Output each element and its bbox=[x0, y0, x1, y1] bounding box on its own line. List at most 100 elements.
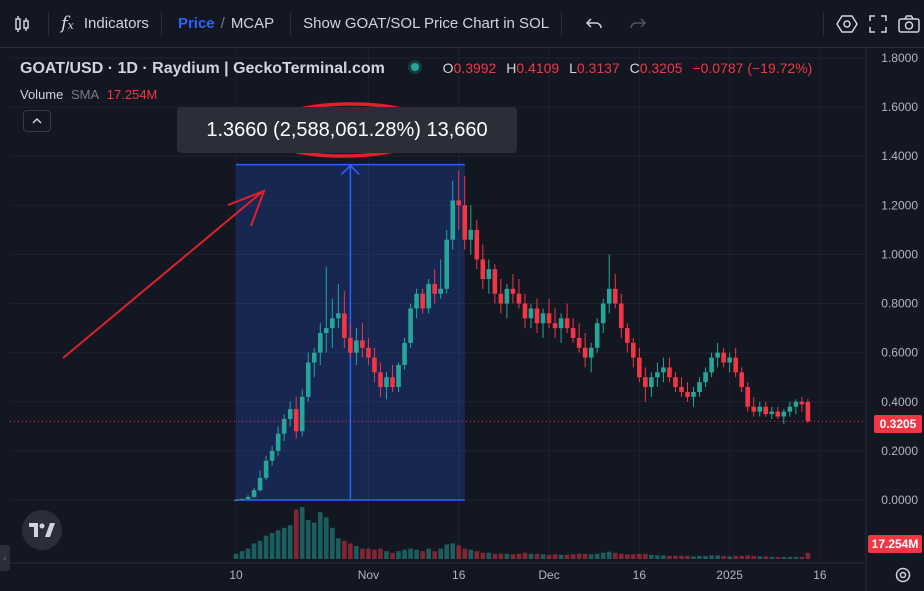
volume-bar bbox=[781, 556, 787, 559]
y-tick-label: 1.2000 bbox=[881, 198, 918, 212]
volume-label[interactable]: Volume bbox=[20, 87, 64, 102]
price-toggle-option[interactable]: Price bbox=[177, 15, 215, 32]
candle-body bbox=[570, 328, 576, 338]
candle-body bbox=[721, 352, 726, 363]
y-tick-label: 1.6000 bbox=[881, 100, 918, 114]
candle-body bbox=[522, 303, 528, 319]
indicators-button[interactable]: fx Indicators bbox=[61, 0, 149, 48]
x-tick-label: 10 bbox=[229, 568, 243, 582]
volume-bar bbox=[751, 555, 757, 559]
volume-bar bbox=[775, 556, 781, 559]
y-tick-label: 1.0000 bbox=[881, 247, 918, 261]
candle-body bbox=[372, 357, 377, 373]
candle-body bbox=[390, 377, 395, 388]
candle-body bbox=[582, 347, 588, 358]
candle-body bbox=[564, 318, 570, 329]
settings-icon[interactable] bbox=[836, 0, 858, 48]
candle-body bbox=[787, 406, 793, 412]
volume-bar bbox=[438, 548, 443, 559]
candle-body bbox=[408, 308, 413, 343]
mcap-toggle-option[interactable]: MCAP bbox=[230, 15, 275, 32]
volume-value: 17.254M bbox=[106, 87, 158, 102]
candle-body bbox=[546, 313, 552, 324]
fullscreen-icon[interactable] bbox=[868, 0, 888, 48]
screenshot-camera-icon[interactable] bbox=[898, 0, 920, 48]
toolbar-divider bbox=[160, 11, 162, 36]
candle-body bbox=[492, 269, 498, 294]
x-tick-label: 16 bbox=[633, 568, 647, 582]
price-mcap-toggle[interactable]: Price / MCAP bbox=[174, 0, 278, 48]
volume-bar bbox=[360, 548, 365, 559]
volume-bar bbox=[793, 556, 799, 559]
candle-body bbox=[576, 337, 582, 348]
candle-body bbox=[281, 418, 287, 434]
volume-bar bbox=[263, 535, 269, 559]
volume-bar bbox=[691, 556, 696, 559]
candle-body bbox=[594, 323, 600, 348]
candle-body bbox=[456, 200, 462, 206]
volume-bar bbox=[727, 556, 732, 559]
volume-bar bbox=[281, 527, 287, 559]
volume-bar bbox=[612, 552, 618, 559]
volume-bar bbox=[709, 555, 714, 559]
candle-body bbox=[697, 382, 702, 392]
candle-body bbox=[685, 391, 690, 397]
candle-body bbox=[360, 340, 365, 348]
volume-bar bbox=[631, 554, 636, 559]
toggle-slash: / bbox=[220, 15, 225, 32]
volume-bar bbox=[299, 507, 305, 559]
candle-body bbox=[757, 406, 763, 412]
volume-bar bbox=[432, 551, 437, 559]
toolbar-divider bbox=[561, 11, 563, 36]
redo-icon[interactable] bbox=[628, 0, 648, 48]
x-tick-label: 16 bbox=[813, 568, 827, 582]
indicators-label: Indicators bbox=[83, 15, 149, 32]
volume-bar bbox=[396, 551, 401, 559]
volume-bar bbox=[269, 533, 275, 559]
volume-bar bbox=[233, 553, 239, 559]
candle-body bbox=[311, 352, 317, 363]
volume-bar bbox=[342, 540, 347, 559]
price-chart[interactable]: 1.8000 1.6000 1.4000 1.2000 1.0000 0.8000 0.60… bbox=[0, 48, 924, 591]
candle-body bbox=[763, 406, 769, 415]
side-panel-handle[interactable]: ‹ bbox=[0, 545, 10, 571]
volume-bar bbox=[378, 548, 383, 559]
volume-bar bbox=[251, 543, 257, 559]
volume-bar bbox=[408, 548, 413, 559]
x-tick-label: Nov bbox=[358, 568, 379, 582]
volume-bar bbox=[336, 538, 341, 559]
undo-icon[interactable] bbox=[584, 0, 604, 48]
symbol-title[interactable]: GOAT/USD · 1D · Raydium | GeckoTerminal.… bbox=[20, 60, 385, 77]
candle-body bbox=[540, 313, 546, 324]
volume-bar bbox=[655, 555, 660, 559]
candle-body bbox=[317, 333, 323, 353]
candle-body bbox=[438, 288, 443, 294]
volume-bar bbox=[763, 556, 769, 559]
candles-style-icon[interactable] bbox=[12, 0, 32, 48]
toolbar-divider bbox=[823, 11, 824, 36]
candle-body bbox=[275, 433, 281, 451]
volume-bar bbox=[456, 545, 462, 559]
candle-body bbox=[432, 283, 437, 294]
volume-bar bbox=[715, 555, 720, 559]
volume-bar bbox=[311, 522, 317, 559]
candle-body bbox=[781, 411, 787, 417]
candle-body bbox=[299, 396, 305, 432]
candle-body bbox=[558, 318, 564, 329]
volume-bar bbox=[745, 555, 750, 559]
volume-bar bbox=[618, 553, 624, 559]
volume-bar bbox=[426, 548, 431, 559]
candle-body bbox=[727, 357, 732, 363]
measure-arrow-head-icon bbox=[340, 164, 360, 176]
volume-bar bbox=[414, 549, 419, 559]
volume-bar bbox=[317, 512, 323, 559]
collapse-legend-button[interactable] bbox=[23, 110, 51, 132]
tradingview-logo[interactable] bbox=[22, 510, 62, 550]
y-tick-label: 0.4000 bbox=[881, 395, 918, 409]
candle-body bbox=[649, 377, 654, 388]
volume-bar bbox=[504, 553, 510, 559]
axis-settings-icon[interactable] bbox=[893, 565, 913, 585]
show-sol-chart-button[interactable]: Show GOAT/SOL Price Chart in SOL bbox=[303, 15, 550, 32]
candle-body bbox=[354, 340, 359, 353]
volume-bar bbox=[366, 548, 371, 559]
